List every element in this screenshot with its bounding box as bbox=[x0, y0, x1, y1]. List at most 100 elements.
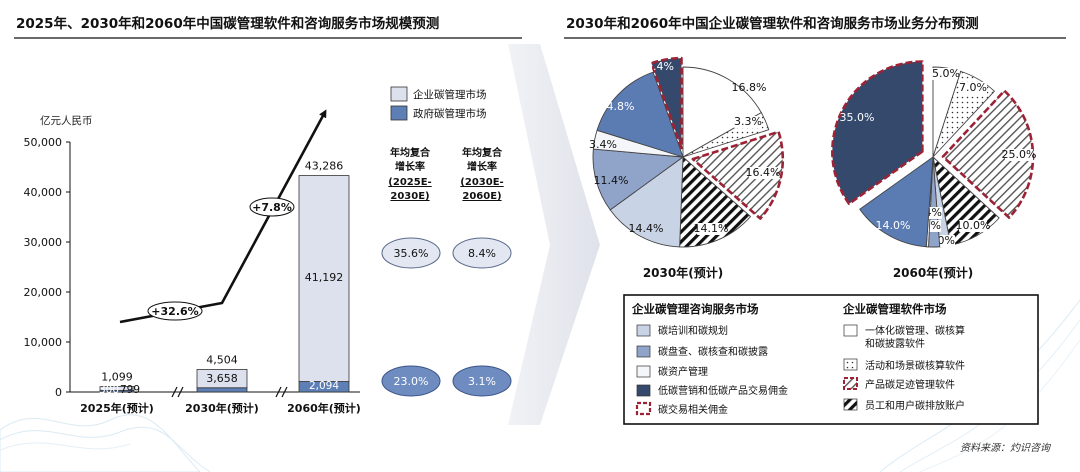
growth-badge-1 bbox=[147, 301, 203, 321]
y-tick-label: 20,000 bbox=[24, 286, 63, 299]
pie-slice-label: 3.3% bbox=[734, 115, 762, 128]
legend-item-integrated-line-2: 和碳披露软件 bbox=[865, 337, 925, 350]
pie-slice-label: 3.4% bbox=[589, 138, 617, 151]
legend-label-enterprise: 企业碳管理市场 bbox=[413, 88, 487, 101]
right-title: 2030年和2060年中国企业碳管理软件和咨询服务市场业务分布预测 bbox=[566, 15, 979, 32]
bar-total-label: 43,286 bbox=[305, 160, 344, 173]
cagr-oval-government-1 bbox=[381, 365, 441, 397]
pie-slice-label: 16.4% bbox=[746, 166, 781, 179]
pie-slice bbox=[650, 56, 683, 150]
x-axis-labels: 2025年(预计) 2030年(预计) 2060年(预计) bbox=[80, 386, 361, 415]
y-tick-label: 50,000 bbox=[24, 136, 63, 149]
legend-swatch-integrated bbox=[843, 324, 858, 337]
pie-label-background bbox=[734, 116, 762, 128]
legend-item-accounts: 员工和用户碳排放账户 bbox=[865, 399, 965, 412]
pie-label-background bbox=[959, 220, 987, 232]
axis-break-mark bbox=[275, 386, 282, 398]
pie-slice-label: 14.1% bbox=[694, 222, 729, 235]
x-tick-label: 2025年(预计) bbox=[80, 401, 154, 415]
cagr-oval-enterprise-2 bbox=[452, 237, 512, 269]
pie-title-2060: 2060年(预计) bbox=[893, 265, 973, 280]
cagr-header-1: 年均复合 增长率 (2025E- 2030E) bbox=[388, 146, 431, 202]
cagr-header-2-line-2: 增长率 bbox=[467, 160, 497, 173]
pie-slice-label: 14.0% bbox=[876, 219, 911, 232]
legend-swatch-marketing bbox=[636, 384, 651, 397]
legend-swatch-government bbox=[390, 105, 408, 121]
cagr-header-2: 年均复合 增长率 (2030E- 2060E) bbox=[460, 146, 503, 202]
bar-enterprise-label: 799 bbox=[120, 384, 140, 396]
y-tick-label: 40,000 bbox=[24, 186, 63, 199]
pie-slice-label: 10.0% bbox=[956, 219, 991, 232]
bar-total-label: 1,099 bbox=[101, 371, 133, 384]
pie-slice bbox=[592, 148, 684, 211]
pie-legend-frame bbox=[623, 294, 1039, 425]
pie-label-background bbox=[1005, 149, 1033, 161]
x-tick-label: 2030年(预计) bbox=[185, 401, 259, 415]
source-note: 资料来源：灼识咨询 bbox=[960, 442, 1052, 454]
growth-arrow: +32.6% +7.8% bbox=[119, 109, 327, 324]
legend-consulting-title: 企业碳管理咨询服务市场 bbox=[631, 302, 759, 316]
pie-slice-label: 16.8% bbox=[732, 81, 767, 94]
y-tick-label: 0 bbox=[55, 386, 62, 399]
bar-government bbox=[196, 387, 248, 393]
pie-chart-2060: 5.0%7.0%25.0%10.0%2.0%2.0%0.4%14.0%35.0% bbox=[831, 60, 1037, 248]
legend-swatch-training bbox=[636, 324, 651, 337]
cagr-oval-enterprise-1 bbox=[381, 237, 441, 269]
cagr-header-2-line-4: 2060E) bbox=[462, 191, 501, 202]
legend-label-government: 政府碳管理市场 bbox=[413, 107, 487, 120]
cagr-header-1-line-4: 2030E) bbox=[390, 191, 429, 202]
pie-label-background bbox=[749, 167, 777, 179]
legend-item-integrated-line-1: 一体化碳管理、碳核算 bbox=[865, 324, 965, 337]
decorative-waves bbox=[0, 299, 1080, 472]
legend-item-asset: 碳资产管理 bbox=[658, 365, 708, 378]
pie-legend: 企业碳管理咨询服务市场 企业碳管理软件市场 碳培训和碳规划 碳盘查、碳核查和碳披… bbox=[623, 294, 1039, 425]
legend-item-footprint: 产品碳足迹管理软件 bbox=[865, 378, 955, 391]
cagr-ovals: 35.6% 8.4% 23.0% 3.1% bbox=[381, 237, 512, 397]
pie-slice bbox=[609, 156, 684, 248]
bar-government-label: 300 bbox=[99, 384, 119, 396]
legend-item-trading: 碳交易相关佣金 bbox=[658, 403, 728, 416]
legend-swatch-accounts bbox=[843, 398, 858, 411]
pie-slice-label: 11.4% bbox=[594, 174, 629, 187]
pie-slice bbox=[859, 156, 934, 248]
cagr-value-enterprise-2: 8.4% bbox=[468, 247, 496, 260]
left-title: 2025年、2030年和2060年中国碳管理软件和咨询服务市场规模预测 bbox=[16, 15, 439, 32]
pie-slice-label: 14.4% bbox=[629, 222, 664, 235]
y-axis-unit: 亿元人民币 bbox=[40, 114, 93, 127]
pie-slice-label: 25.0% bbox=[1002, 148, 1037, 161]
legend-swatch-footprint bbox=[843, 377, 858, 390]
y-tick-label: 30,000 bbox=[24, 236, 63, 249]
pie-slice-label: 5.4% bbox=[646, 60, 674, 73]
pie-slice bbox=[682, 66, 762, 158]
cagr-value-government-2: 3.1% bbox=[468, 375, 496, 388]
legend-swatch-trading bbox=[635, 401, 652, 416]
pie-label-background bbox=[932, 68, 960, 80]
cagr-oval-government-2 bbox=[452, 365, 512, 397]
legend-software-title: 企业碳管理软件市场 bbox=[842, 302, 947, 316]
legend-item-training: 碳培训和碳规划 bbox=[658, 324, 728, 337]
x-tick-label: 2060年(预计) bbox=[287, 401, 361, 415]
y-tick-label: 10,000 bbox=[24, 336, 63, 349]
growth-badge-2 bbox=[249, 197, 295, 217]
legend-item-activity: 活动和场景碳核算软件 bbox=[865, 359, 965, 372]
legend-swatch-activity bbox=[843, 358, 858, 371]
axis-break-mark bbox=[281, 386, 288, 398]
legend-swatch-inventory bbox=[636, 345, 651, 358]
cagr-value-government-1: 23.0% bbox=[394, 375, 429, 388]
bar-government-label: 2,094 bbox=[309, 380, 339, 392]
bar-enterprise bbox=[298, 175, 350, 382]
legend-item-marketing: 低碳营销和低碳产品交易佣金 bbox=[658, 384, 788, 397]
y-axis: 0 10,000 20,000 30,000 40,000 50,000 bbox=[24, 136, 360, 399]
bar-chart: 亿元人民币 0 10,000 20,000 30,000 40,000 50,000 1,… bbox=[24, 114, 361, 415]
growth-label-2: +7.8% bbox=[252, 201, 292, 214]
bar-enterprise-label: 3,658 bbox=[206, 372, 238, 385]
bar-legend: 企业碳管理市场 政府碳管理市场 bbox=[390, 86, 487, 121]
growth-label-1: +32.6% bbox=[151, 305, 198, 318]
pie-slice-label: 14.8% bbox=[600, 100, 635, 113]
pie-label-background bbox=[959, 82, 987, 94]
cagr-header-1-line-1: 年均复合 bbox=[390, 146, 431, 159]
pie-slice-label: 5.0% bbox=[932, 67, 960, 80]
pie-label-background bbox=[697, 223, 725, 235]
